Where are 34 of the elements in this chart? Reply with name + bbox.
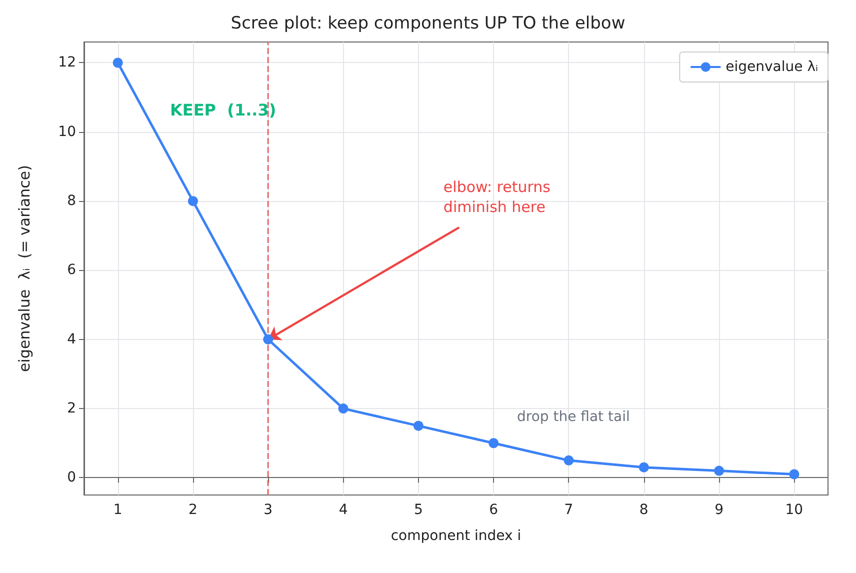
point xyxy=(112,58,123,68)
point xyxy=(188,196,198,206)
x-tick-label: 5 xyxy=(414,502,423,518)
x-tick-label: 4 xyxy=(338,502,348,518)
y-tick-label: 8 xyxy=(67,193,76,210)
point xyxy=(638,462,649,472)
point xyxy=(488,438,499,448)
x-tick-label: 7 xyxy=(564,502,574,518)
point xyxy=(263,334,274,344)
point xyxy=(564,455,574,466)
x-axis-title: component index i xyxy=(390,528,522,544)
x-tick-label: 1 xyxy=(113,502,122,518)
x-tick-label: 3 xyxy=(264,502,273,518)
annotation: KEEP (1..3) xyxy=(170,100,276,120)
point xyxy=(338,404,348,414)
point xyxy=(413,420,424,431)
legend-label: eigenvalue λᵢ xyxy=(726,59,818,75)
point xyxy=(789,469,800,480)
x-tick-label: 8 xyxy=(639,502,648,518)
y-tick-label: 6 xyxy=(67,262,76,278)
y-tick-label: 12 xyxy=(58,54,76,71)
point xyxy=(714,466,724,476)
annotation: elbow: returns diminish here xyxy=(443,178,551,216)
chart-title: Scree plot: keep components UP TO the elbow xyxy=(230,14,626,34)
y-tick-label: 4 xyxy=(67,331,76,348)
y-tick-label: 0 xyxy=(67,470,76,486)
x-tick-label: 2 xyxy=(188,502,198,518)
y-tick-label: 10 xyxy=(58,124,76,140)
x-tick-label: 6 xyxy=(489,502,498,518)
annotation: drop the flat tail xyxy=(517,409,630,425)
x-tick-label: 10 xyxy=(785,502,804,518)
y-axis-title: eigenvalue λᵢ (= variance) xyxy=(16,165,34,372)
x-tick-label: 9 xyxy=(714,502,724,518)
y-tick-label: 2 xyxy=(67,400,76,417)
